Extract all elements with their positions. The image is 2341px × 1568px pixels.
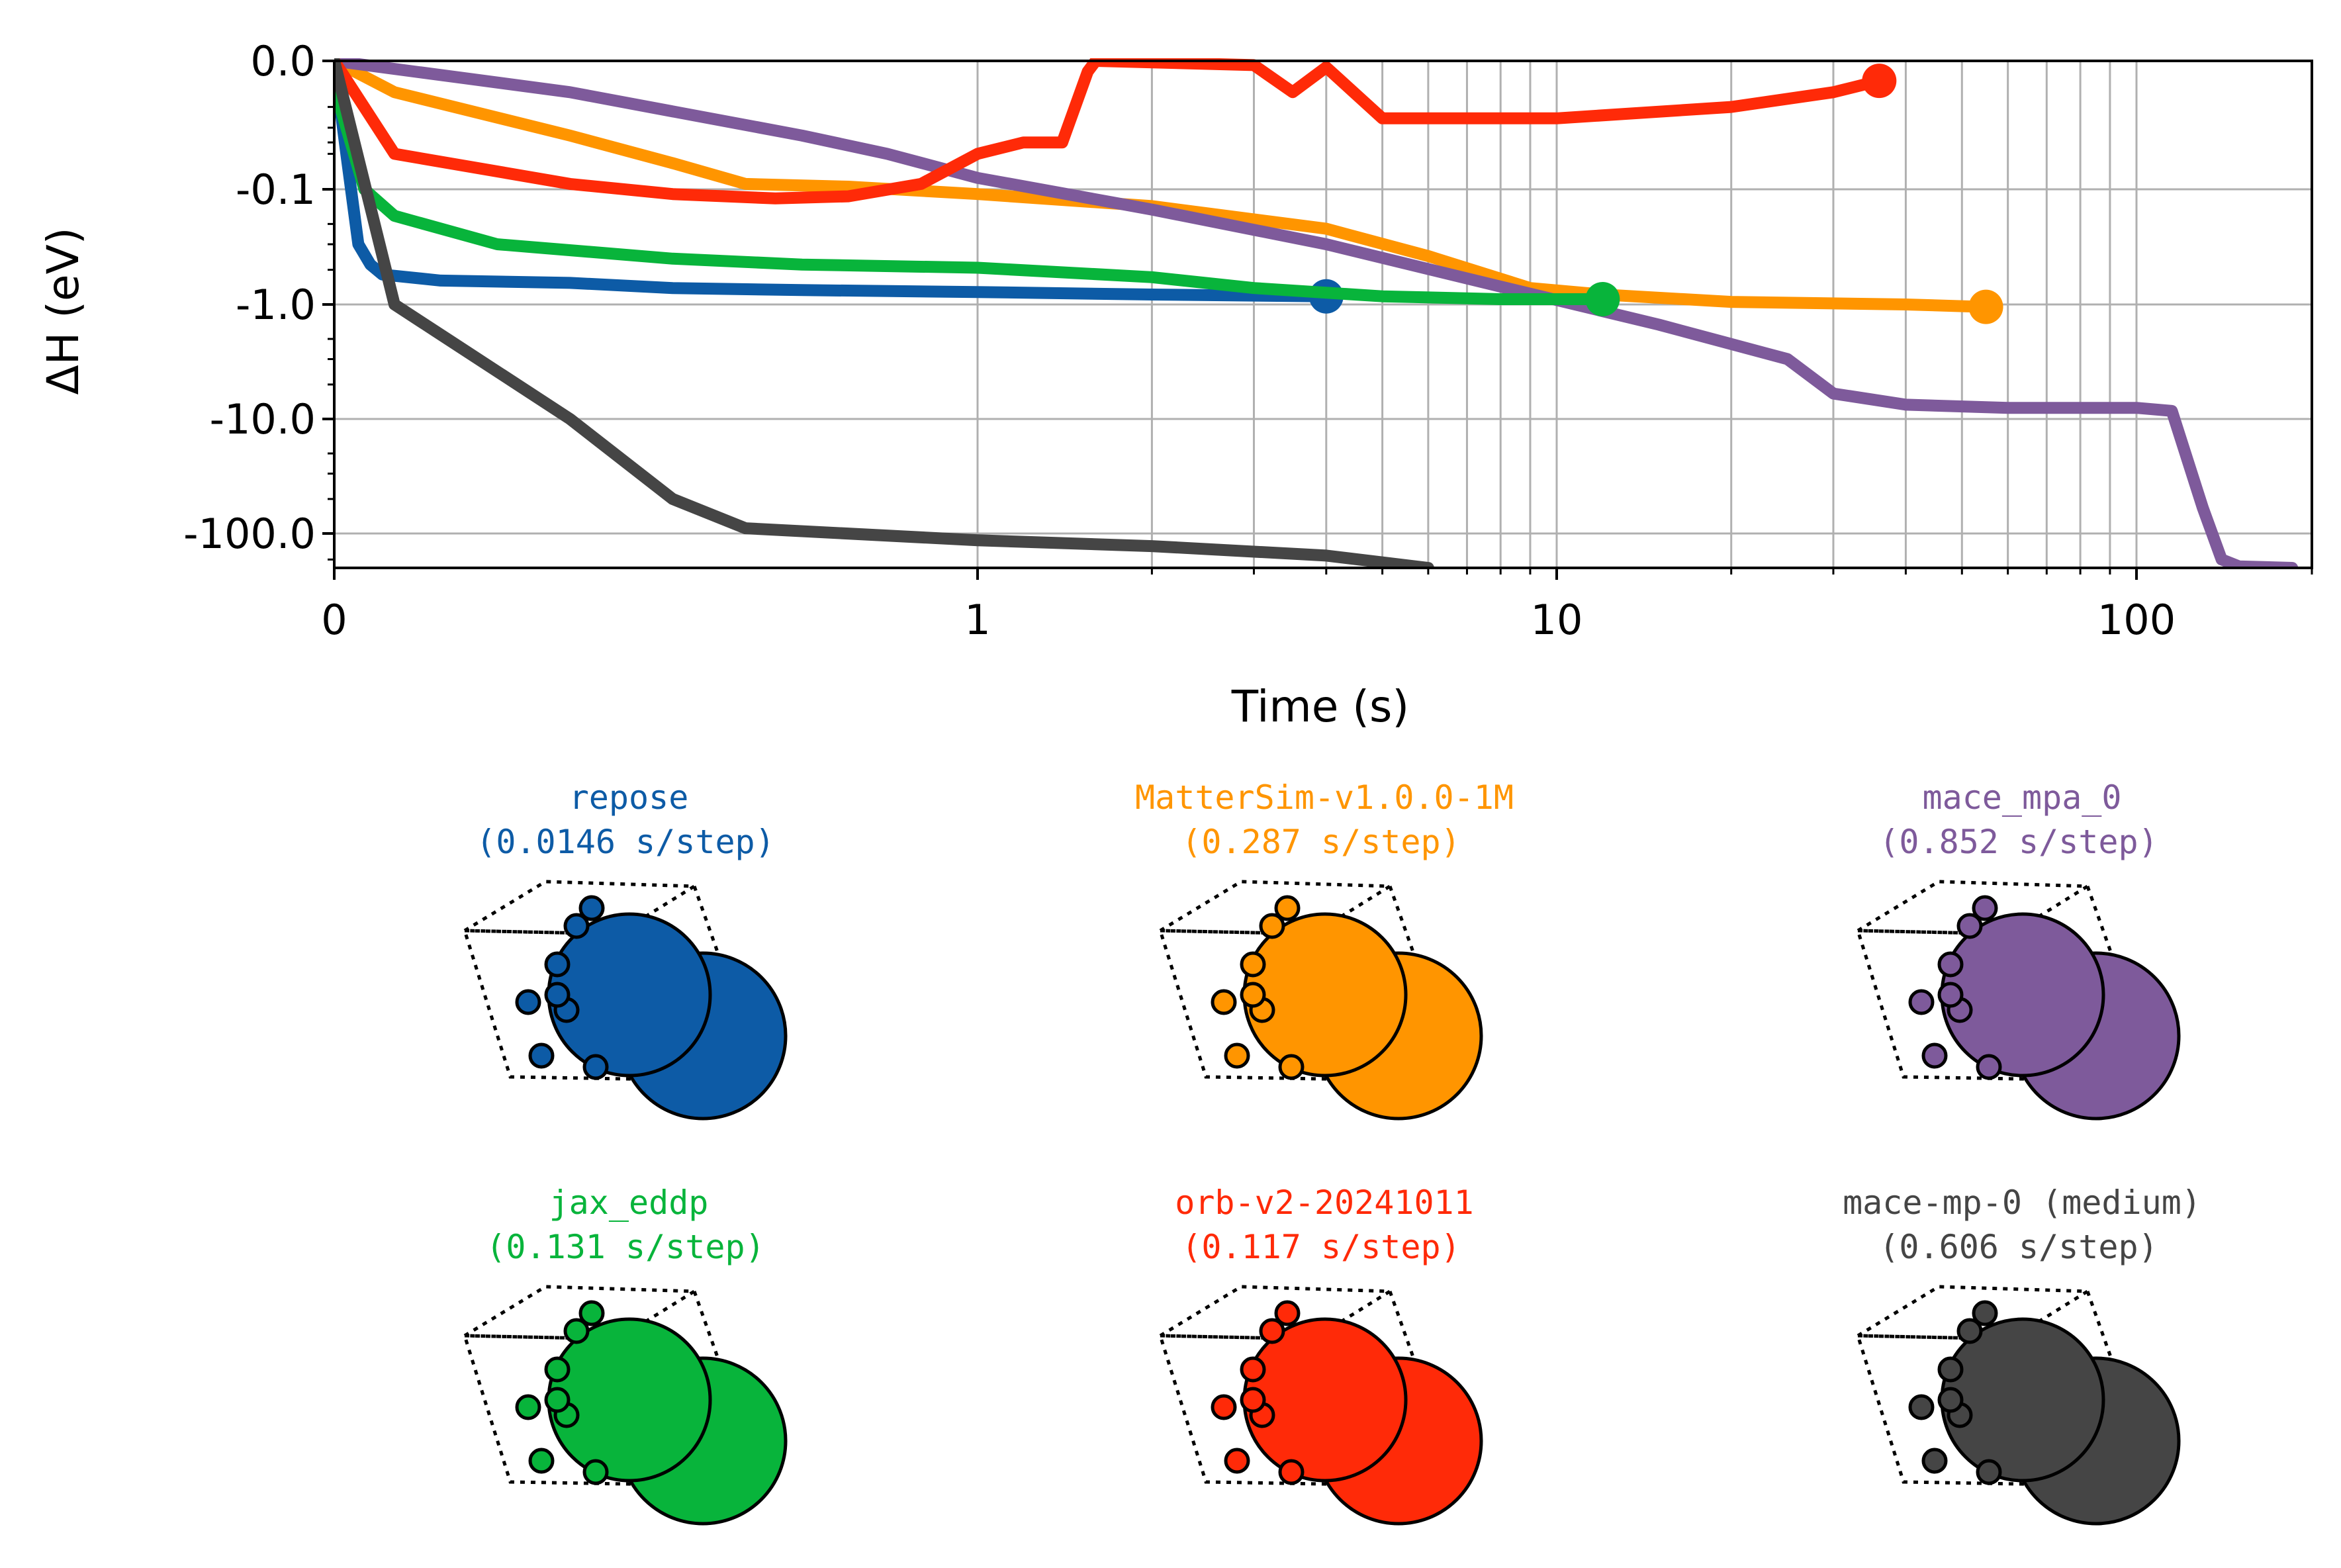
series-line-1 — [334, 58, 1332, 302]
y-tick-label: -100.0 — [183, 510, 316, 558]
small-atom — [1278, 1459, 1305, 1485]
small-atom — [1976, 1459, 2002, 1485]
small-atom — [515, 989, 541, 1015]
cell-front-face — [1158, 1334, 1362, 1487]
small-atom — [1240, 1387, 1266, 1413]
small-atom — [1908, 1394, 1935, 1420]
panel-rate: (0.287 s/step) — [1181, 823, 1460, 861]
small-atom — [1278, 1054, 1305, 1080]
cell-front-face — [462, 929, 666, 1082]
small-atom — [1211, 1394, 1237, 1420]
panel-title: MatterSim-v1.0.0-1M — [1135, 778, 1514, 817]
small-atom — [1240, 1356, 1266, 1383]
small-atom — [582, 1054, 609, 1080]
structure-panels: repose (0.0146 s/step) MatterSim-v1.0.0-1M… — [459, 778, 2201, 1526]
cell-front-face — [1855, 1334, 2060, 1487]
small-atom — [1972, 1300, 1998, 1326]
series-line-6 — [334, 58, 1434, 568]
x-tick-label: 0 — [321, 596, 347, 644]
panel-rate: (0.131 s/step) — [486, 1228, 764, 1266]
small-atom — [544, 951, 571, 978]
y-tick-label: -0.1 — [236, 165, 316, 214]
small-atom — [1274, 1300, 1301, 1326]
small-atom — [578, 895, 605, 921]
small-atom — [544, 1387, 571, 1413]
cell-front-face — [1158, 929, 1362, 1082]
panel-rate: (0.0146 s/step) — [476, 823, 775, 861]
panel-title: mace-mp-0 (medium) — [1843, 1183, 2201, 1222]
x-tick-label: 10 — [1531, 596, 1583, 644]
plot-frame — [333, 60, 2313, 569]
small-atom — [578, 1300, 605, 1326]
small-atom — [1211, 989, 1237, 1015]
small-atom — [1240, 951, 1266, 978]
y-axis-label: ΔH (eV) — [38, 227, 89, 394]
small-atom — [1976, 1054, 2002, 1080]
small-atom — [1956, 913, 1983, 939]
small-atom — [582, 1459, 609, 1485]
series-layer — [334, 58, 2299, 568]
structure-panel-6: mace-mp-0 (medium) (0.606 s/step) — [1843, 1183, 2201, 1526]
series-line-5 — [334, 58, 1886, 205]
small-atom — [1937, 951, 1964, 978]
small-atom — [1972, 895, 1998, 921]
small-atom — [1240, 982, 1266, 1008]
panel-rate: (0.852 s/step) — [1879, 823, 2158, 861]
panel-rate: (0.606 s/step) — [1879, 1228, 2158, 1266]
panel-rate: (0.117 s/step) — [1181, 1228, 1460, 1266]
small-atom — [1224, 1448, 1250, 1474]
small-atom — [563, 1318, 590, 1344]
series-end-marker-4 — [1585, 282, 1620, 317]
y-tick-label: -10.0 — [210, 395, 316, 443]
panel-title: mace_mpa_0 — [1922, 778, 2121, 817]
structure-panel-3: mace_mpa_0 (0.852 s/step) — [1852, 778, 2181, 1121]
x-tick-label: 1 — [964, 596, 990, 644]
small-atom — [1937, 1387, 1964, 1413]
x-axis-label: Time (s) — [1231, 681, 1409, 732]
small-atom — [1224, 1042, 1250, 1069]
x-tick-label: 100 — [2097, 596, 2176, 644]
series-line-3 — [334, 58, 2299, 568]
panel-title: jax_eddp — [549, 1183, 709, 1222]
structure-panel-5: orb-v2-20241011 (0.117 s/step) — [1154, 1183, 1483, 1526]
cell-front-face — [1855, 929, 2060, 1082]
small-atom — [528, 1448, 555, 1474]
axes: 0 1 10 100 0.0 -0.1 -1.0 -10.0 -100.0 — [183, 37, 2313, 644]
small-atom — [1921, 1042, 1948, 1069]
series-end-marker-2 — [1968, 289, 2003, 324]
small-atom — [563, 913, 590, 939]
structure-panel-2: MatterSim-v1.0.0-1M (0.287 s/step) — [1135, 778, 1514, 1121]
y-tick-label: 0.0 — [250, 37, 316, 85]
small-atom — [1921, 1448, 1948, 1474]
small-atom — [544, 1356, 571, 1383]
small-atom — [544, 982, 571, 1008]
small-atom — [1937, 1356, 1964, 1383]
panel-title: orb-v2-20241011 — [1175, 1183, 1474, 1222]
structure-panel-1: repose (0.0146 s/step) — [459, 778, 788, 1121]
small-atom — [1937, 982, 1964, 1008]
small-atom — [1908, 989, 1935, 1015]
grid — [334, 61, 2312, 568]
small-atom — [1259, 1318, 1285, 1344]
cell-front-face — [462, 1334, 666, 1487]
structure-panel-4: jax_eddp (0.131 s/step) — [459, 1183, 788, 1526]
small-atom — [1956, 1318, 1983, 1344]
small-atom — [1274, 895, 1301, 921]
panel-title: repose — [569, 778, 689, 817]
small-atom — [528, 1042, 555, 1069]
series-end-marker-5 — [1862, 64, 1897, 99]
small-atom — [1259, 913, 1285, 939]
small-atom — [515, 1394, 541, 1420]
y-tick-label: -1.0 — [236, 281, 316, 329]
